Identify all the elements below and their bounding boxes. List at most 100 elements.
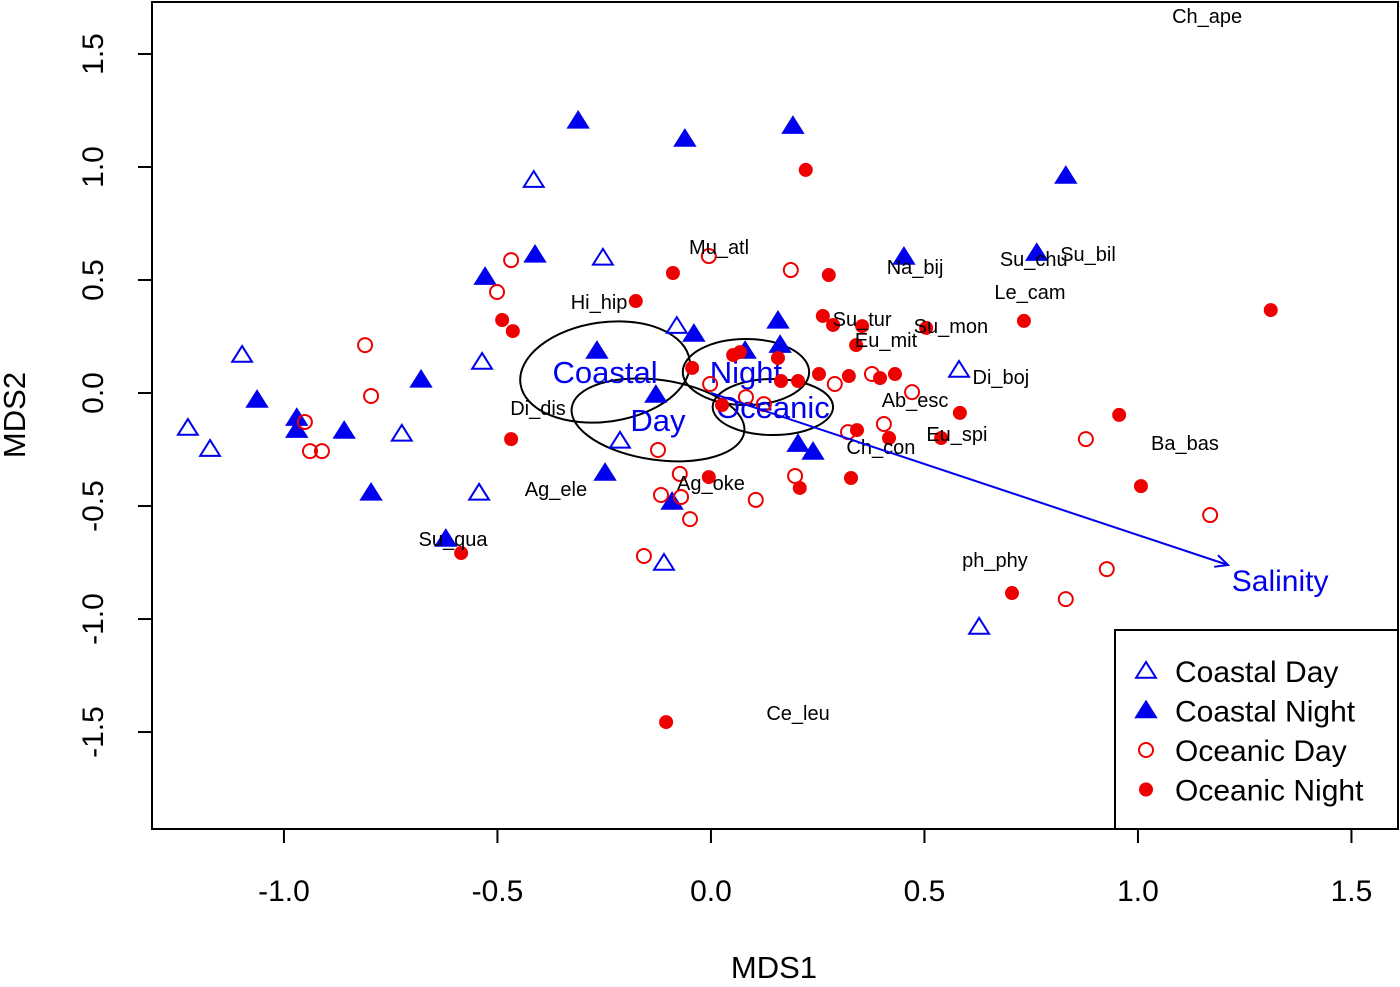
oceanic-night-point bbox=[773, 374, 788, 389]
y-tick-label: 1.0 bbox=[77, 146, 110, 188]
salinity-label: Salinity bbox=[1232, 565, 1329, 598]
coastal-night-point bbox=[682, 323, 706, 342]
coastal-night-point bbox=[332, 420, 356, 439]
oceanic-night-point bbox=[873, 371, 888, 386]
coastal-day-point bbox=[665, 315, 689, 334]
y-axis: -1.5 -1.0 -0.5 0.0 0.5 1.0 1.5 bbox=[77, 33, 153, 758]
oceanic-day-point bbox=[489, 283, 506, 300]
oceanic-night-point bbox=[841, 369, 856, 384]
species-label: Su_bil bbox=[1060, 244, 1116, 266]
oceanic-night-point bbox=[504, 432, 519, 447]
coastal-night-point bbox=[766, 310, 790, 329]
oceanic-night-point bbox=[1133, 479, 1148, 494]
species-label: Su_chu bbox=[1000, 249, 1068, 271]
oceanic-day-point bbox=[875, 415, 892, 432]
group-label-oceanic: Oceanic bbox=[716, 390, 830, 425]
oceanic-night-point bbox=[1004, 586, 1019, 601]
species-label: ph_phy bbox=[962, 550, 1028, 572]
oceanic-night-point bbox=[628, 294, 643, 309]
coastal-night-point bbox=[585, 340, 609, 359]
oceanic-night-point bbox=[887, 367, 902, 382]
coastal-night-point bbox=[473, 266, 497, 285]
legend-label: Coastal Night bbox=[1175, 696, 1356, 729]
oceanic-day-point bbox=[747, 491, 764, 508]
species-label: Ch_con bbox=[846, 437, 915, 459]
oceanic-day-point bbox=[1202, 507, 1219, 524]
oceanic-day-point bbox=[682, 511, 699, 528]
oceanic-night-point bbox=[882, 430, 897, 445]
group-label-night: Night bbox=[710, 355, 783, 390]
salinity-vector: Salinity bbox=[710, 392, 1329, 598]
y-tick-label: -0.5 bbox=[77, 480, 110, 532]
oceanic-day-point bbox=[503, 252, 520, 269]
oceanic-night-point bbox=[855, 319, 870, 334]
oceanic-night-point bbox=[665, 265, 680, 280]
species-label: Ce_leu bbox=[766, 703, 829, 725]
y-tick-label: -1.0 bbox=[77, 593, 110, 645]
legend-marker-oceanic-night bbox=[1139, 782, 1153, 797]
oceanic-night-point bbox=[715, 397, 730, 412]
legend-item: Oceanic Night bbox=[1139, 775, 1364, 808]
group-ellipse bbox=[519, 320, 691, 424]
y-tick-label: -1.5 bbox=[77, 706, 110, 758]
legend-marker-coastal-night bbox=[1134, 699, 1158, 719]
y-tick-label: 1.5 bbox=[77, 33, 110, 75]
coastal-night-point bbox=[801, 441, 825, 460]
x-tick-label: 1.5 bbox=[1331, 875, 1373, 908]
oceanic-day-point bbox=[782, 262, 799, 279]
data-points bbox=[176, 110, 1278, 730]
species-label: Hi_hip bbox=[571, 292, 628, 314]
oceanic-night-point bbox=[659, 715, 674, 730]
x-axis: -1.0 -0.5 0.0 0.5 1.0 1.5 bbox=[258, 828, 1373, 908]
legend-label: Oceanic Night bbox=[1175, 775, 1364, 808]
legend-marker-oceanic-day bbox=[1138, 742, 1154, 758]
oceanic-night-point bbox=[849, 423, 864, 438]
oceanic-day-point bbox=[296, 413, 313, 430]
group-ellipses: Coastal Night Day Oceanic bbox=[519, 320, 835, 463]
oceanic-night-point bbox=[495, 313, 510, 328]
oceanic-night-point bbox=[454, 546, 469, 561]
x-tick-label: 0.0 bbox=[690, 875, 732, 908]
species-label: Su_mon bbox=[914, 316, 989, 338]
oceanic-night-point bbox=[849, 338, 864, 353]
oceanic-night-point bbox=[1112, 407, 1127, 422]
species-label: Ag_oke bbox=[677, 473, 745, 495]
oceanic-day-point bbox=[313, 443, 330, 460]
salinity-arrow-line bbox=[710, 392, 1229, 566]
oceanic-night-point bbox=[701, 470, 716, 485]
oceanic-day-point bbox=[787, 467, 804, 484]
coastal-day-point bbox=[522, 169, 546, 188]
x-tick-label: 0.5 bbox=[904, 875, 946, 908]
oceanic-night-point bbox=[826, 317, 841, 332]
coastal-day-point bbox=[652, 552, 676, 571]
oceanic-day-point bbox=[1098, 561, 1115, 578]
coastal-day-point bbox=[390, 423, 414, 442]
oceanic-day-point bbox=[826, 375, 843, 392]
coastal-night-point bbox=[1025, 242, 1049, 261]
coastal-night-point bbox=[1054, 165, 1078, 184]
coastal-night-point bbox=[786, 433, 810, 452]
coastal-night-point bbox=[245, 389, 269, 408]
coastal-day-point bbox=[967, 616, 991, 635]
oceanic-night-point bbox=[821, 268, 836, 283]
legend-label: Coastal Day bbox=[1175, 656, 1338, 689]
oceanic-night-point bbox=[770, 350, 785, 365]
oceanic-night-point bbox=[1263, 303, 1278, 318]
salinity-arrow-head bbox=[1214, 554, 1231, 568]
oceanic-day-point bbox=[652, 486, 669, 503]
species-label: Le_cam bbox=[994, 282, 1065, 304]
group-label-day: Day bbox=[630, 403, 686, 438]
coastal-day-point bbox=[467, 482, 491, 501]
species-label: Eu_mit bbox=[855, 330, 918, 352]
species-label: Di_boj bbox=[973, 367, 1030, 389]
oceanic-night-point bbox=[798, 162, 813, 177]
oceanic-day-point bbox=[1077, 431, 1094, 448]
oceanic-day-point bbox=[702, 375, 719, 392]
x-axis-title: MDS1 bbox=[731, 950, 817, 982]
legend-label: Oceanic Day bbox=[1175, 735, 1347, 768]
coastal-night-point bbox=[673, 128, 697, 147]
oceanic-night-point bbox=[952, 405, 967, 420]
y-axis-title: MDS2 bbox=[0, 372, 32, 458]
oceanic-day-point bbox=[673, 488, 690, 505]
